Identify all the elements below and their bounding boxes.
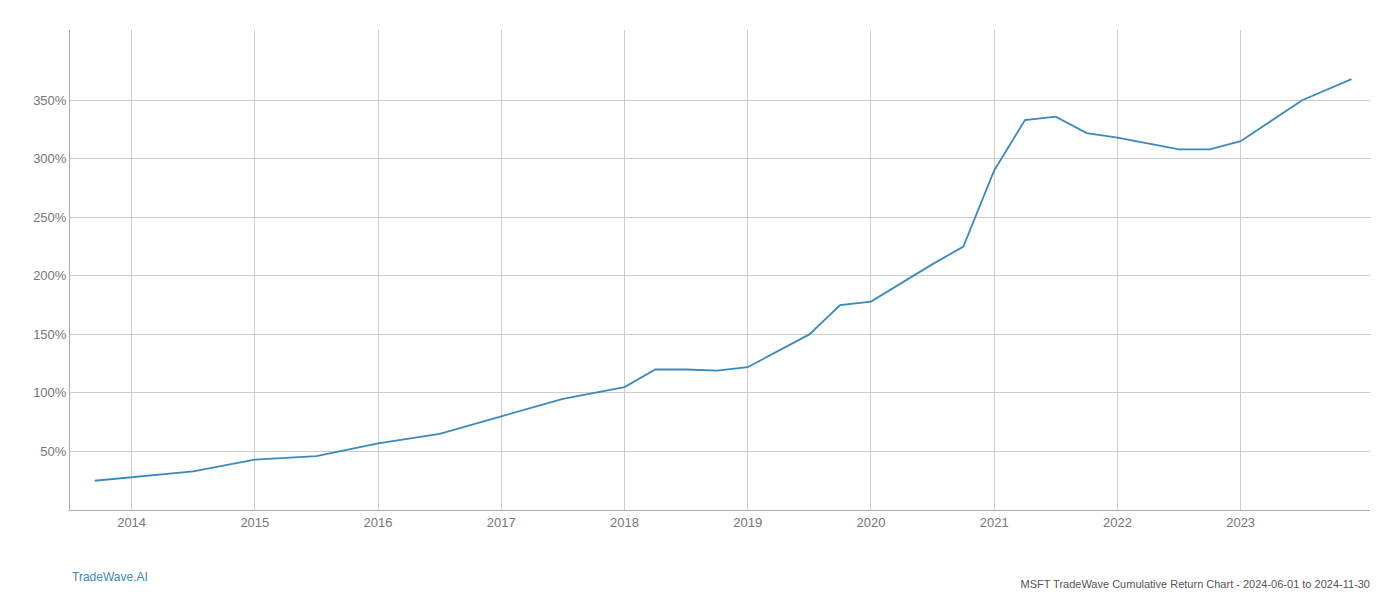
svg-text:2021: 2021 — [980, 515, 1009, 530]
svg-text:350%: 350% — [33, 93, 67, 108]
svg-text:150%: 150% — [33, 327, 67, 342]
svg-text:2016: 2016 — [364, 515, 393, 530]
svg-text:300%: 300% — [33, 151, 67, 166]
svg-text:2014: 2014 — [117, 515, 146, 530]
svg-text:50%: 50% — [40, 444, 66, 459]
svg-text:2015: 2015 — [240, 515, 269, 530]
svg-text:2022: 2022 — [1103, 515, 1132, 530]
svg-text:200%: 200% — [33, 268, 67, 283]
svg-text:MSFT TradeWave Cumulative Retu: MSFT TradeWave Cumulative Return Chart -… — [1020, 578, 1370, 590]
svg-text:2018: 2018 — [610, 515, 639, 530]
svg-text:2017: 2017 — [487, 515, 516, 530]
svg-text:2019: 2019 — [733, 515, 762, 530]
svg-text:2020: 2020 — [856, 515, 885, 530]
svg-text:2023: 2023 — [1226, 515, 1255, 530]
svg-text:100%: 100% — [33, 385, 67, 400]
svg-text:250%: 250% — [33, 210, 67, 225]
svg-text:TradeWave.AI: TradeWave.AI — [72, 570, 148, 584]
